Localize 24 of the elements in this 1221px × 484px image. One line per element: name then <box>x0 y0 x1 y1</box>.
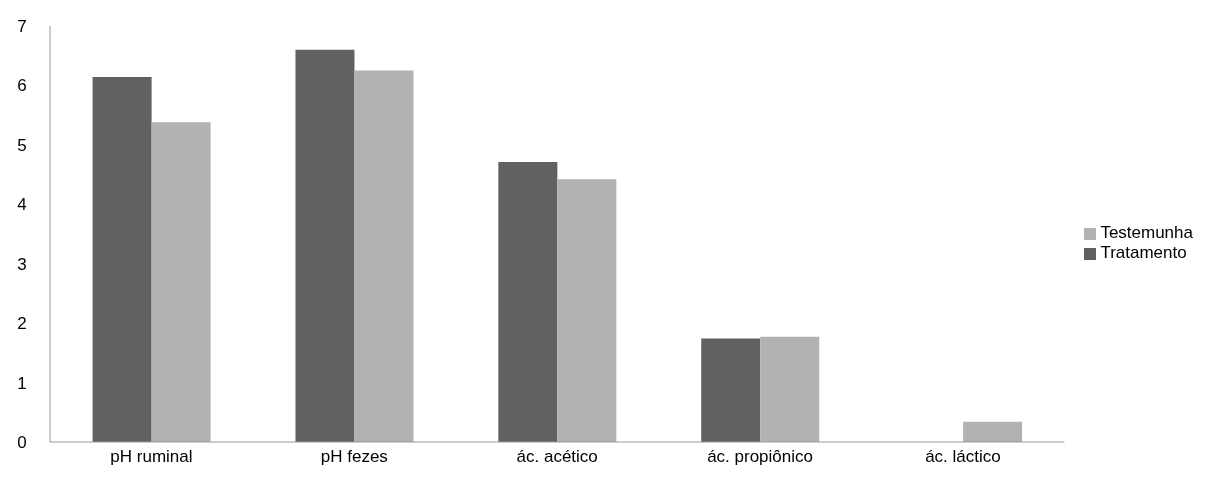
bar <box>963 421 1023 442</box>
legend-label: Tratamento <box>1100 243 1187 262</box>
y-tick-label: 0 <box>17 433 27 453</box>
y-tick-label: 3 <box>17 254 27 274</box>
bar <box>354 70 414 442</box>
bar <box>295 49 355 442</box>
x-tick-label: ác. acético <box>516 447 598 467</box>
bar <box>151 122 211 442</box>
bar <box>92 77 152 442</box>
bar <box>498 162 558 442</box>
bar <box>557 179 617 442</box>
y-tick-label: 5 <box>17 135 27 155</box>
x-tick-label: pH ruminal <box>110 447 193 467</box>
y-tick-label: 4 <box>17 195 27 215</box>
y-tick-label: 2 <box>17 314 27 334</box>
y-tick-label: 7 <box>17 17 27 37</box>
x-tick-label: pH fezes <box>320 447 388 467</box>
x-tick-label: ác. láctico <box>925 447 1001 467</box>
bar <box>701 338 761 442</box>
bar <box>760 336 820 442</box>
y-tick-label: 6 <box>17 76 27 96</box>
y-tick-label: 1 <box>17 373 27 393</box>
legend-label: Testemunha <box>1100 223 1193 242</box>
x-tick-label: ác. propiônico <box>707 447 813 467</box>
